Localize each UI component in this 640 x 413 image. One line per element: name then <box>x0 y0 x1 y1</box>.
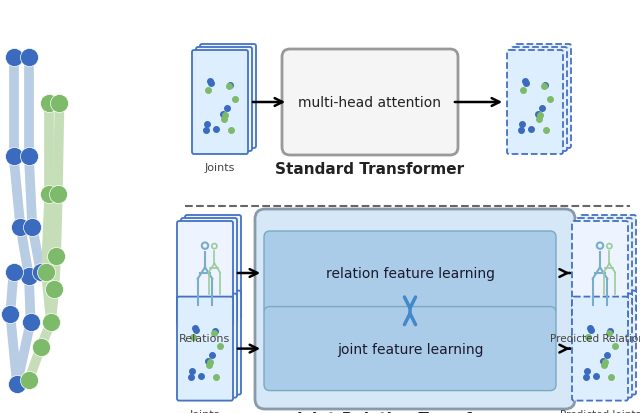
FancyBboxPatch shape <box>580 216 636 319</box>
Text: multi-head attention: multi-head attention <box>298 96 442 110</box>
FancyBboxPatch shape <box>507 51 563 154</box>
FancyBboxPatch shape <box>177 221 233 325</box>
FancyBboxPatch shape <box>200 45 256 149</box>
FancyBboxPatch shape <box>572 297 628 401</box>
FancyBboxPatch shape <box>282 50 458 156</box>
FancyBboxPatch shape <box>255 209 575 409</box>
Text: Joints: Joints <box>190 408 220 413</box>
FancyBboxPatch shape <box>177 297 233 401</box>
FancyBboxPatch shape <box>580 291 636 395</box>
FancyBboxPatch shape <box>185 216 241 319</box>
Text: Predicted Relations: Predicted Relations <box>550 333 640 343</box>
Text: Joints: Joints <box>205 163 235 173</box>
FancyBboxPatch shape <box>181 294 237 398</box>
FancyBboxPatch shape <box>264 231 556 315</box>
FancyBboxPatch shape <box>576 218 632 322</box>
FancyBboxPatch shape <box>192 51 248 154</box>
FancyBboxPatch shape <box>181 218 237 322</box>
Text: relation feature learning: relation feature learning <box>326 266 495 280</box>
FancyBboxPatch shape <box>264 307 556 391</box>
FancyBboxPatch shape <box>185 291 241 395</box>
FancyBboxPatch shape <box>196 48 252 152</box>
Text: joint feature learning: joint feature learning <box>337 342 483 356</box>
FancyBboxPatch shape <box>511 48 567 152</box>
Text: Joint-Relation Transformer: Joint-Relation Transformer <box>296 411 524 413</box>
FancyBboxPatch shape <box>576 294 632 398</box>
FancyBboxPatch shape <box>572 221 628 325</box>
FancyBboxPatch shape <box>515 45 571 149</box>
Text: Relations: Relations <box>179 333 230 343</box>
Text: Predicted Joints: Predicted Joints <box>559 408 640 413</box>
Text: Standard Transformer: Standard Transformer <box>275 161 465 177</box>
